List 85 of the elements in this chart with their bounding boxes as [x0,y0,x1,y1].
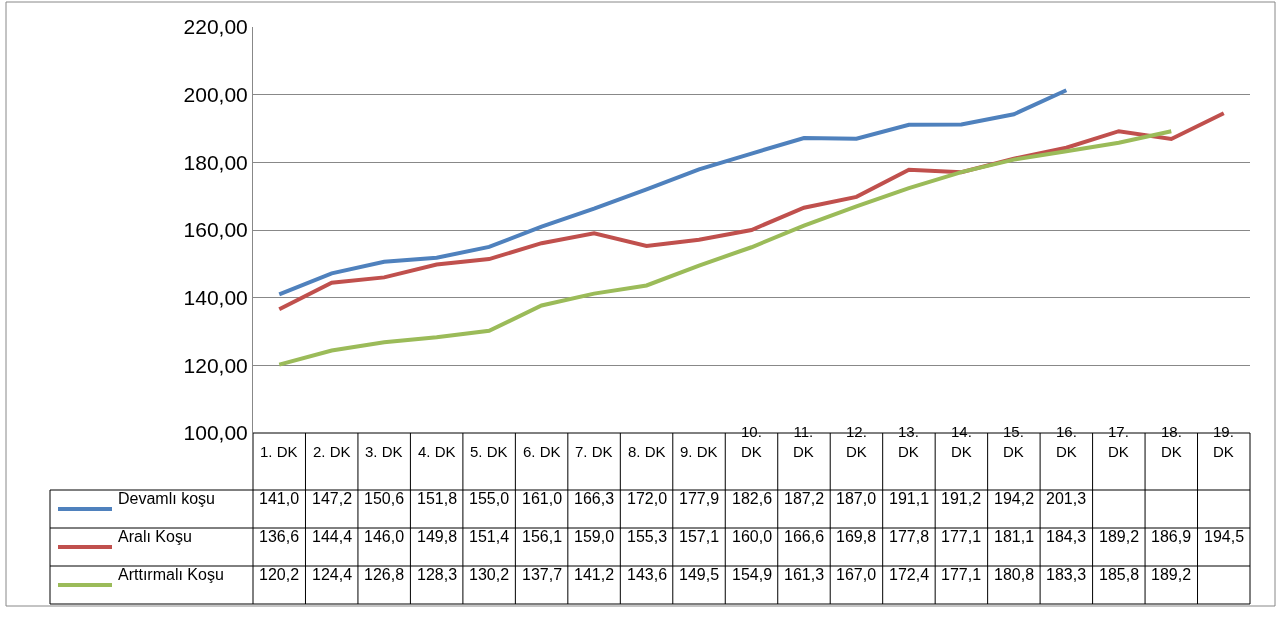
data-label: 156,1 [522,528,563,545]
data-label: 166,6 [784,528,825,545]
x-tick-label: 19. DK [1213,423,1234,460]
x-tick-label: 4. DK [418,443,456,460]
data-label: 182,6 [732,490,773,507]
data-label: 157,1 [679,528,720,545]
data-label: 160,0 [732,528,773,545]
legend-label: Devamlı koşu [118,490,215,507]
line-series [277,129,1174,367]
data-label: 183,3 [1046,566,1087,583]
data-label: 143,6 [627,566,668,583]
data-label: 149,5 [679,566,720,583]
legend-label: Aralı Koşu [118,528,192,545]
data-label: 161,3 [784,566,825,583]
data-label: 189,2 [1151,566,1192,583]
data-label: 185,8 [1099,566,1140,583]
data-label: 201,3 [1046,490,1087,507]
data-label: 187,2 [784,490,825,507]
x-tick-label: 14. DK [951,423,972,460]
data-label: 177,9 [679,490,720,507]
x-tick-label: 12. DK [846,423,867,460]
x-tick-label: 3. DK [365,443,403,460]
data-label: 151,8 [417,490,458,507]
data-label: 187,0 [836,490,877,507]
x-tick-label: 5. DK [470,443,508,460]
data-label: 146,0 [364,528,405,545]
y-tick-label: 160,00 [183,218,248,242]
x-tick-label: 9. DK [680,443,718,460]
y-tick-label: 140,00 [183,286,248,310]
x-tick-label: 18. DK [1161,423,1182,460]
y-tick-label: 200,00 [183,83,248,107]
x-tick-label: 15. DK [1003,423,1024,460]
data-label: 161,0 [522,490,563,507]
data-label: 167,0 [836,566,877,583]
legend-label: Arttırmalı Koşu [118,566,224,583]
data-label: 136,6 [259,528,300,545]
x-tick-label: 10. DK [741,423,762,460]
data-label: 124,4 [312,566,353,583]
data-label: 141,2 [574,566,615,583]
data-label: 155,3 [627,528,668,545]
line-series [277,88,1069,297]
y-tick-label: 120,00 [183,353,248,377]
data-label: 189,2 [1099,528,1140,545]
data-label: 191,2 [941,490,982,507]
data-label: 180,8 [994,566,1035,583]
data-label: 159,0 [574,528,615,545]
data-label: 191,1 [889,490,930,507]
data-label: 169,8 [836,528,877,545]
x-tick-label: 8. DK [628,443,666,460]
data-label: 186,9 [1151,528,1192,545]
data-label: 149,8 [417,528,458,545]
data-label: 147,2 [312,490,353,507]
data-label: 194,5 [1204,528,1245,545]
data-label: 130,2 [469,566,510,583]
data-label: 141,0 [259,490,300,507]
data-label: 184,3 [1046,528,1087,545]
data-label: 177,1 [941,566,982,583]
data-label: 155,0 [469,490,510,507]
data-label: 128,3 [417,566,458,583]
line-series [277,111,1226,312]
x-tick-label: 2. DK [313,443,351,460]
data-label: 194,2 [994,490,1035,507]
y-tick-label: 180,00 [183,150,248,174]
data-label: 172,4 [889,566,930,583]
x-tick-label: 13. DK [898,423,919,460]
data-label: 166,3 [574,490,615,507]
y-tick-label: 100,00 [183,421,248,445]
data-label: 144,4 [312,528,353,545]
data-label: 177,1 [941,528,982,545]
x-tick-label: 1. DK [260,443,298,460]
data-label: 137,7 [522,566,563,583]
x-tick-label: 6. DK [523,443,561,460]
data-label: 120,2 [259,566,300,583]
data-label: 181,1 [994,528,1035,545]
data-label: 172,0 [627,490,668,507]
data-label: 151,4 [469,528,510,545]
data-label: 126,8 [364,566,405,583]
x-tick-label: 11. DK [793,423,814,460]
x-tick-label: 7. DK [575,443,613,460]
data-label: 154,9 [732,566,773,583]
x-tick-label: 17. DK [1108,423,1129,460]
y-tick-label: 220,00 [183,15,248,39]
x-tick-label: 16. DK [1056,423,1077,460]
data-label: 177,8 [889,528,930,545]
data-label: 150,6 [364,490,405,507]
